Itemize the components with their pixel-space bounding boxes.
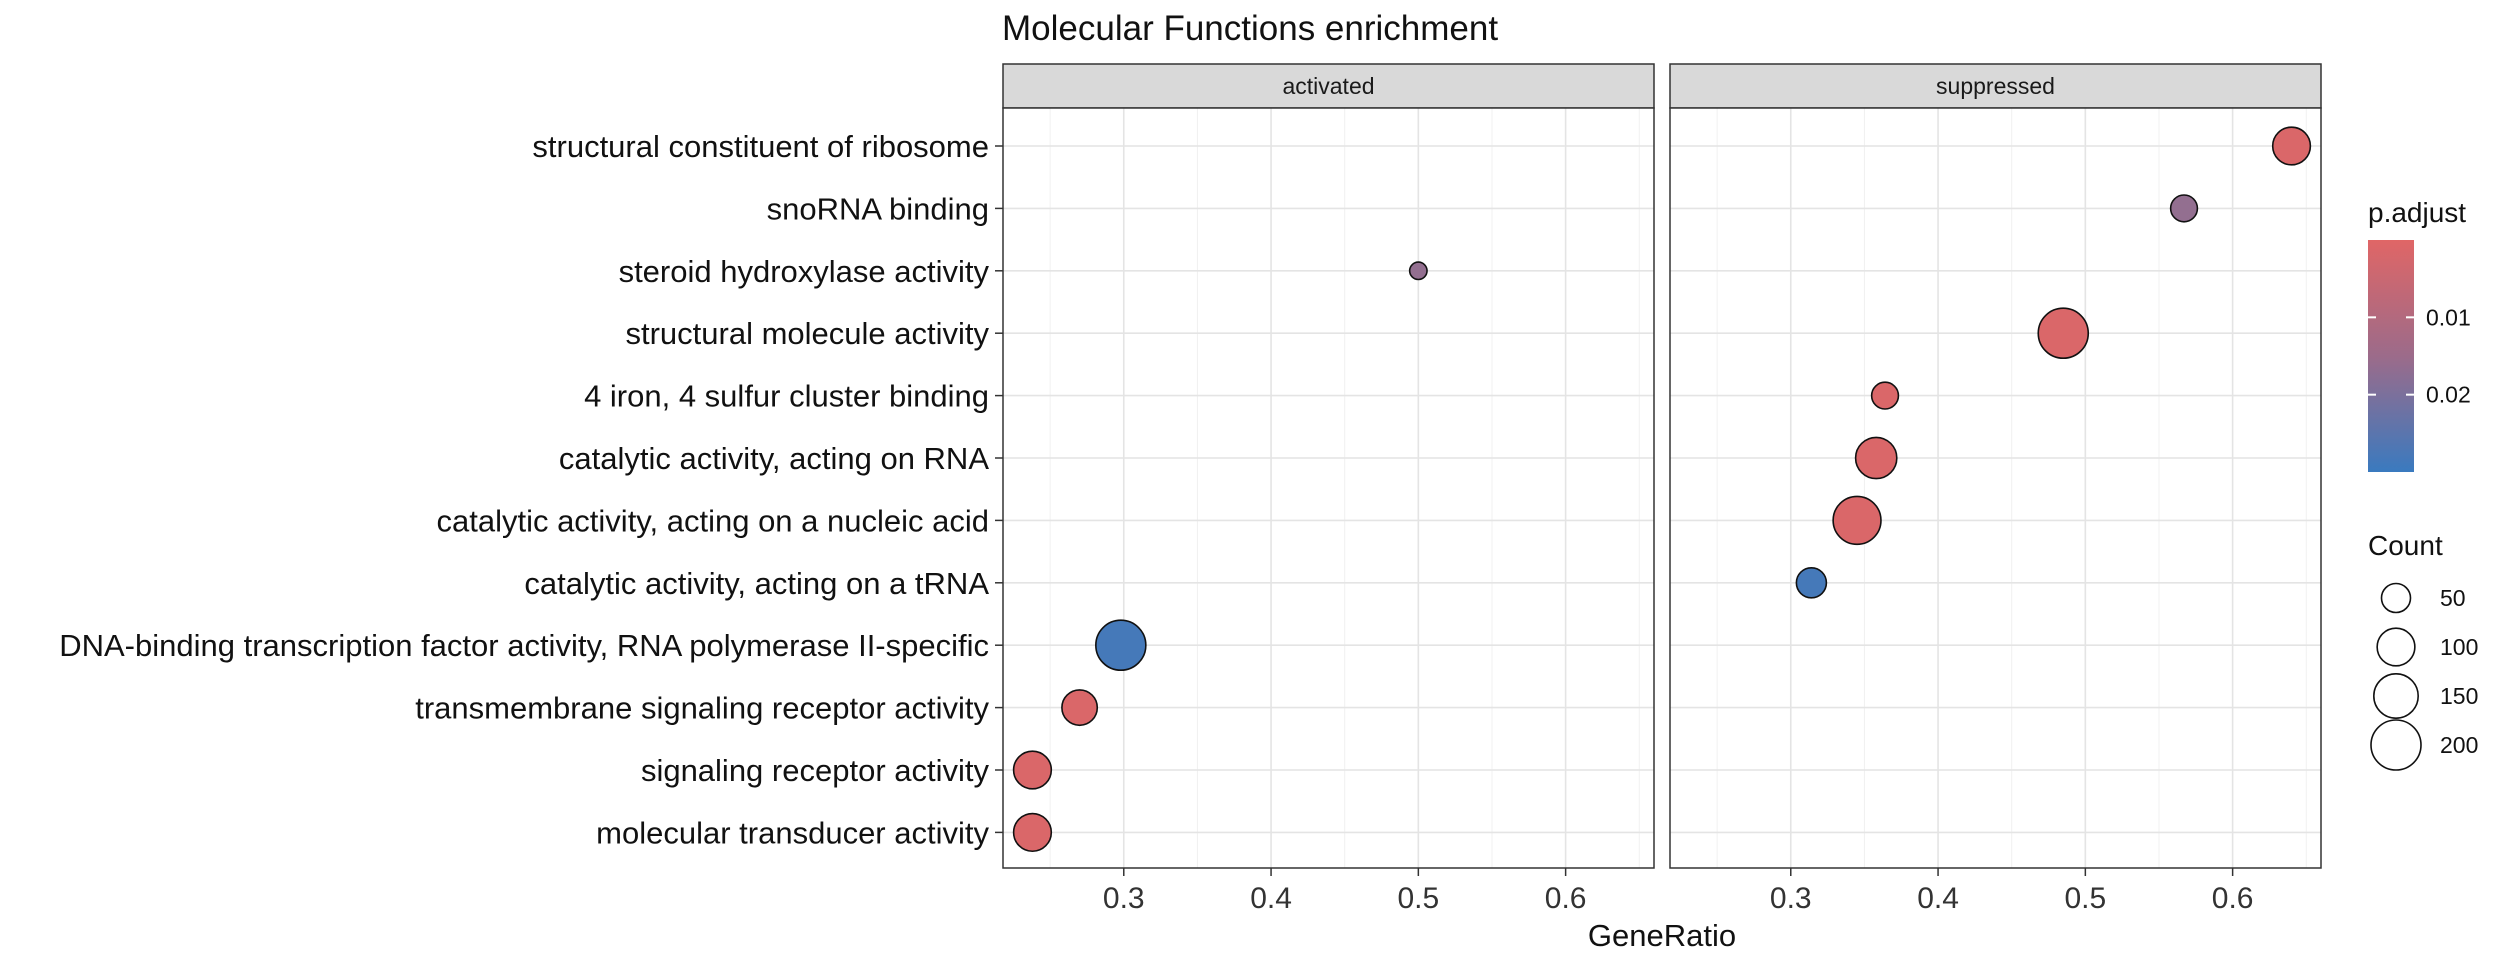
count-legend: Count 50 100 150 200 xyxy=(2368,530,2478,771)
facet-strip xyxy=(1002,63,1655,109)
x-tick-label: 0.5 xyxy=(2064,882,2106,915)
category-label: catalytic activity, acting on a nucleic … xyxy=(436,503,989,538)
x-tick-label: 0.6 xyxy=(1545,882,1587,915)
facet-strip-label: suppressed xyxy=(1936,73,2055,99)
colorbar-label: 0.02 xyxy=(2426,382,2471,408)
point-transmembrane-signaling-receptor-activity xyxy=(1061,689,1099,727)
point-snorna-binding xyxy=(2169,194,2199,223)
facet-panels: activated 0.3 0.4 0.5 0.6 suppressed 0.3 0.4 0.5… xyxy=(1002,63,2322,915)
size-legend-circle xyxy=(2370,719,2422,771)
category-label: transmembrane signaling receptor activit… xyxy=(415,691,989,726)
size-legend-circle xyxy=(2376,627,2416,667)
p-adjust-colorbar xyxy=(2368,240,2414,472)
category-label: DNA-binding transcription factor activit… xyxy=(59,628,989,663)
category-label: catalytic activity, acting on a tRNA xyxy=(524,566,989,601)
category-label: steroid hydroxylase activity xyxy=(619,254,990,289)
category-label: snoRNA binding xyxy=(767,191,989,226)
x-axis-title: GeneRatio xyxy=(1588,918,1736,953)
point-structural-constituent-of-ribosome xyxy=(2271,126,2312,166)
point-dna-binding-transcription-factor-activity-rna-polymerase-ii-specific xyxy=(1095,619,1147,672)
p-adjust-legend: p.adjust 0.01 0.02 xyxy=(2368,197,2471,472)
point-molecular-transducer-activity xyxy=(1012,812,1053,853)
category-labels: structural constituent of ribosome snoRNA… xyxy=(59,129,1003,850)
point-4-iron-4-sulfur-cluster-binding xyxy=(1870,381,1900,410)
category-label: 4 iron, 4 sulfur cluster binding xyxy=(584,379,989,414)
size-legend-label: 150 xyxy=(2440,683,2478,709)
x-tick-label: 0.4 xyxy=(1250,882,1292,915)
point-structural-molecule-activity xyxy=(2037,307,2090,360)
panel-border xyxy=(1002,107,1655,869)
point-catalytic-activity-acting-on-a-trna xyxy=(1795,566,1828,599)
category-label: molecular transducer activity xyxy=(596,815,989,850)
x-tick-label: 0.5 xyxy=(1397,882,1439,915)
facet-strip xyxy=(1669,63,2322,109)
colorbar-label: 0.01 xyxy=(2426,304,2471,330)
facet-strip-label: activated xyxy=(1282,73,1374,99)
x-tick-label: 0.4 xyxy=(1917,882,1959,915)
x-tick-label: 0.6 xyxy=(2212,882,2254,915)
panel-activated: activated 0.3 0.4 0.5 0.6 xyxy=(1002,63,1655,915)
panel-border xyxy=(1669,107,2322,869)
panel-suppressed: suppressed 0.3 0.4 0.5 0.6 xyxy=(1669,63,2322,915)
chart-title: Molecular Functions enrichment xyxy=(1002,9,1498,48)
point-steroid-hydroxylase-activity xyxy=(1408,261,1428,281)
p-adjust-legend-title: p.adjust xyxy=(2368,197,2466,228)
point-signaling-receptor-activity xyxy=(1012,750,1053,790)
size-legend-circle xyxy=(2373,673,2419,719)
category-label: structural constituent of ribosome xyxy=(532,129,989,164)
count-legend-title: Count xyxy=(2368,530,2443,561)
category-label: structural molecule activity xyxy=(625,316,989,351)
size-legend-label: 200 xyxy=(2440,732,2478,758)
size-legend-label: 100 xyxy=(2440,634,2478,660)
panel-background xyxy=(1670,108,2321,868)
point-catalytic-activity-acting-on-rna xyxy=(1854,436,1898,480)
size-legend-circle xyxy=(2380,582,2412,614)
category-label: signaling receptor activity xyxy=(641,753,990,788)
x-tick-label: 0.3 xyxy=(1770,882,1812,915)
x-tick-label: 0.3 xyxy=(1103,882,1145,915)
category-label: catalytic activity, acting on RNA xyxy=(559,441,989,476)
point-catalytic-activity-acting-on-a-nucleic-acid xyxy=(1832,495,1882,546)
panel-background xyxy=(1003,108,1654,868)
size-legend-label: 50 xyxy=(2440,585,2466,611)
